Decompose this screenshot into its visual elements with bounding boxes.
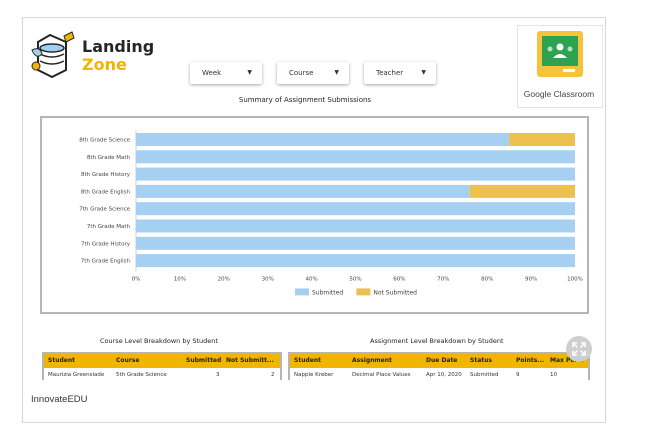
table-cell: 5th Grade Science xyxy=(116,372,167,378)
category-label: 8th Grade Math xyxy=(87,155,131,161)
legend-label[interactable]: Not Submitted xyxy=(373,289,417,296)
table-cell: 10 xyxy=(550,372,557,378)
teacher-filter-dropdown[interactable]: Teacher ▼ xyxy=(364,62,436,84)
category-label: 8th Grade History xyxy=(81,172,131,178)
expand-icon xyxy=(572,342,586,356)
footer-brand: InnovateEDU xyxy=(31,394,88,405)
category-label: 8th Grade Science xyxy=(79,138,130,144)
google-classroom-icon xyxy=(537,31,583,77)
bar-segment[interactable] xyxy=(136,150,575,164)
legend-swatch xyxy=(295,288,309,296)
table-cell: Maurizia Greenslade xyxy=(48,372,105,378)
bar-segment[interactable] xyxy=(136,202,575,216)
table-cell: 3 xyxy=(216,372,220,378)
table-cell: Nappie Kreber xyxy=(294,372,334,378)
logo-title: Landing xyxy=(82,37,155,56)
column-header[interactable]: Student xyxy=(294,357,321,364)
x-tick-label: 20% xyxy=(218,276,230,282)
category-label: 7th Grade History xyxy=(81,241,131,247)
bar-segment[interactable] xyxy=(136,133,510,146)
course-filter-dropdown[interactable]: Course ▼ xyxy=(277,62,349,84)
table-cell: 2 xyxy=(271,372,275,378)
x-tick-label: 60% xyxy=(393,276,405,282)
expand-button[interactable] xyxy=(566,336,592,362)
bar-segment[interactable] xyxy=(136,184,470,198)
column-header[interactable]: Not Submitt... xyxy=(226,357,274,364)
database-icon xyxy=(31,31,75,79)
chevron-down-icon: ▼ xyxy=(247,69,252,76)
submission-chart: 8th Grade Science 8th Grade Math 8th Grade… xyxy=(79,130,583,296)
week-filter-label: Week xyxy=(202,69,222,77)
course-filter-label: Course xyxy=(289,69,314,77)
table-header xyxy=(44,354,280,368)
column-header[interactable]: Max Poi... xyxy=(550,357,584,364)
table-cell: 9 xyxy=(516,372,520,378)
legend-label[interactable]: Submitted xyxy=(312,289,343,296)
column-header[interactable]: Assignment xyxy=(352,357,392,364)
logo-subtitle: Zone xyxy=(82,55,127,74)
column-header[interactable]: Points... xyxy=(516,357,545,364)
category-label: 8th Grade English xyxy=(81,189,131,195)
x-tick-label: 30% xyxy=(262,276,274,282)
x-tick-label: 50% xyxy=(349,276,361,282)
week-filter-dropdown[interactable]: Week ▼ xyxy=(190,62,262,84)
x-tick-label: 90% xyxy=(525,276,537,282)
landing-zone-logo xyxy=(31,31,75,79)
course-table-title: Course Level Breakdown by Student xyxy=(100,337,218,345)
x-tick-label: 0% xyxy=(132,276,141,282)
chart-title: Summary of Assignment Submissions xyxy=(238,96,372,104)
x-tick-label: 80% xyxy=(481,276,493,282)
column-header[interactable]: Course xyxy=(116,357,140,364)
chevron-down-icon: ▼ xyxy=(421,69,426,76)
bar-segment[interactable] xyxy=(136,219,575,233)
column-header[interactable]: Submitted xyxy=(186,357,222,364)
bar-segment[interactable] xyxy=(136,254,575,268)
x-tick-label: 100% xyxy=(567,276,583,282)
bar-segment[interactable] xyxy=(136,167,575,181)
bar-segment[interactable] xyxy=(509,133,575,146)
assignment-breakdown-table: Student Assignment Due Date Status Point… xyxy=(288,352,590,380)
category-label: 7th Grade Science xyxy=(79,207,130,213)
column-header[interactable]: Due Date xyxy=(426,357,458,364)
column-header[interactable]: Status xyxy=(470,357,492,364)
x-tick-label: 40% xyxy=(305,276,317,282)
teacher-filter-label: Teacher xyxy=(376,69,404,77)
course-breakdown-table: Student Course Submitted Not Submitt... … xyxy=(42,352,282,380)
column-header[interactable]: Student xyxy=(48,357,75,364)
category-label: 7th Grade Math xyxy=(87,224,131,230)
category-label: 7th Grade English xyxy=(81,259,131,265)
table-cell: Decimal Place Values xyxy=(352,372,411,378)
assignment-table-title: Assignment Level Breakdown by Student xyxy=(370,337,504,345)
x-tick-label: 10% xyxy=(174,276,186,282)
legend-swatch xyxy=(356,288,371,296)
table-cell: Apr 10, 2020 xyxy=(426,372,462,378)
bar-segment[interactable] xyxy=(136,236,575,250)
chevron-down-icon: ▼ xyxy=(334,69,339,76)
google-classroom-label: Google Classroom xyxy=(523,89,595,99)
table-cell: Submitted xyxy=(470,372,499,378)
table-header xyxy=(290,354,588,368)
bar-segment[interactable] xyxy=(469,184,575,198)
x-tick-label: 70% xyxy=(437,276,449,282)
